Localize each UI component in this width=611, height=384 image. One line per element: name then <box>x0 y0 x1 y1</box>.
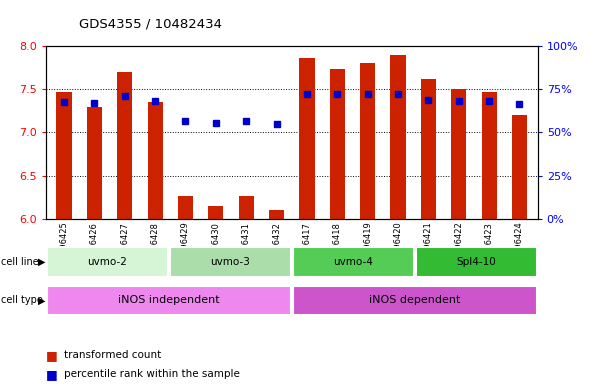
Bar <box>481 92 497 219</box>
Text: iNOS dependent: iNOS dependent <box>369 295 461 306</box>
Text: iNOS independent: iNOS independent <box>118 295 219 306</box>
Text: percentile rank within the sample: percentile rank within the sample <box>64 369 240 379</box>
Bar <box>512 115 527 219</box>
Text: cell type: cell type <box>1 295 46 306</box>
Bar <box>390 55 406 219</box>
Text: uvmo-2: uvmo-2 <box>87 257 127 267</box>
Text: uvmo-4: uvmo-4 <box>333 257 373 267</box>
Text: ▶: ▶ <box>38 295 45 306</box>
Bar <box>330 68 345 219</box>
Bar <box>293 247 414 277</box>
Bar <box>208 206 224 219</box>
Bar <box>117 72 133 219</box>
Bar <box>415 247 536 277</box>
Bar <box>360 63 375 219</box>
Text: transformed count: transformed count <box>64 350 161 360</box>
Bar <box>293 286 536 315</box>
Bar <box>239 195 254 219</box>
Bar <box>269 210 284 219</box>
Text: ▶: ▶ <box>38 257 45 267</box>
Bar <box>87 107 102 219</box>
Bar <box>47 247 168 277</box>
Bar <box>178 195 193 219</box>
Bar <box>170 247 291 277</box>
Bar <box>299 58 315 219</box>
Text: Spl4-10: Spl4-10 <box>456 257 496 267</box>
Text: GDS4355 / 10482434: GDS4355 / 10482434 <box>79 17 222 30</box>
Text: uvmo-3: uvmo-3 <box>210 257 251 267</box>
Bar <box>56 92 71 219</box>
Text: ■: ■ <box>46 368 57 381</box>
Bar <box>47 286 291 315</box>
Text: cell line: cell line <box>1 257 42 267</box>
Bar <box>147 102 163 219</box>
Text: ■: ■ <box>46 349 57 362</box>
Bar <box>421 79 436 219</box>
Bar <box>451 89 466 219</box>
